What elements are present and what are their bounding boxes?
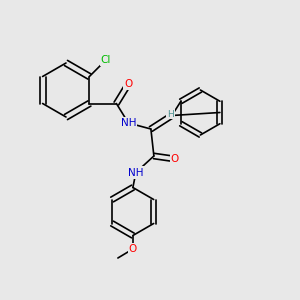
Text: O: O (171, 154, 179, 164)
Text: Cl: Cl (101, 55, 111, 65)
Text: H: H (167, 110, 174, 118)
Text: O: O (124, 79, 133, 89)
Text: O: O (129, 244, 137, 254)
Text: NH: NH (128, 167, 144, 178)
Text: NH: NH (121, 118, 136, 128)
